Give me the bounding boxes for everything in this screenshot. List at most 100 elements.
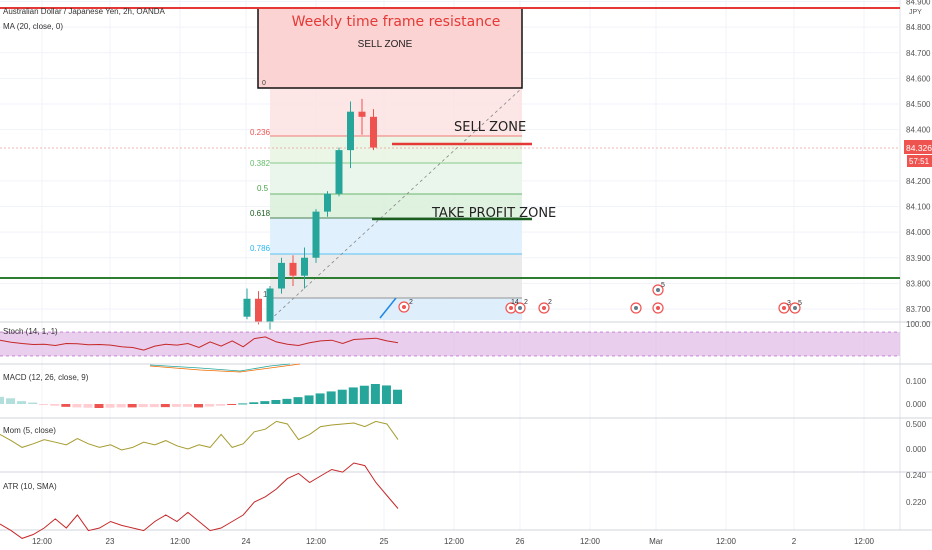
macd-bar xyxy=(171,404,181,407)
price-tick: 84.000 xyxy=(906,228,931,237)
mom-legend[interactable]: Mom (5, close) xyxy=(3,426,56,435)
time-label: 12:00 xyxy=(32,537,53,546)
macd-bar xyxy=(0,396,4,404)
macd-signal-line xyxy=(149,363,301,373)
candle[interactable] xyxy=(243,298,251,317)
macd-bar xyxy=(17,401,27,404)
symbol-title[interactable]: Australian Dollar / Japanese Yen, 2h, OA… xyxy=(3,7,166,16)
macd-bar xyxy=(260,401,270,404)
price-tick: 83.900 xyxy=(906,254,931,263)
fib-label-0786: 0.786 xyxy=(250,244,271,253)
time-label: 26 xyxy=(516,537,525,546)
candle[interactable] xyxy=(278,262,285,289)
macd-bar xyxy=(94,404,104,408)
candle[interactable] xyxy=(347,111,354,151)
weekly-resistance-title: Weekly time frame resistance xyxy=(292,14,501,30)
time-label: 23 xyxy=(106,537,115,546)
price-tick: 84.100 xyxy=(906,203,931,212)
macd-bar xyxy=(39,404,49,405)
macd-histogram xyxy=(0,384,402,408)
fib-label-1: 1 xyxy=(263,290,268,299)
macd-bar xyxy=(348,387,358,404)
badge-count-6: 3 xyxy=(787,300,791,307)
take-profit-label: TAKE PROFIT ZONE xyxy=(431,206,556,221)
macd-bar xyxy=(293,397,303,404)
macd-bar xyxy=(216,404,226,406)
macd-bar xyxy=(138,404,148,408)
candle[interactable] xyxy=(312,211,320,258)
price-scale[interactable] xyxy=(900,0,932,550)
atr-tick-0220: 0.220 xyxy=(906,498,927,507)
atr-legend[interactable]: ATR (10, SMA) xyxy=(3,482,57,491)
price-tick: 84.900 xyxy=(906,0,931,7)
time-label: 12:00 xyxy=(580,537,601,546)
macd-bar xyxy=(238,403,248,405)
price-tick: 84.600 xyxy=(906,74,931,83)
countdown-value: 57:51 xyxy=(909,157,930,166)
momentum-line xyxy=(0,420,399,451)
price-tick: 84.700 xyxy=(906,49,931,58)
mom-tick-0000: 0.000 xyxy=(906,445,927,454)
currency-label: JPY xyxy=(909,9,922,16)
price-tick: 84.500 xyxy=(906,100,931,109)
current-price-value: 84.326 xyxy=(906,143,932,153)
candles[interactable] xyxy=(243,98,378,330)
time-label: 12:00 xyxy=(444,537,465,546)
macd-bar xyxy=(61,404,71,407)
weekly-resistance-box[interactable] xyxy=(257,7,523,89)
macd-bar xyxy=(381,385,391,404)
time-label: Mar xyxy=(649,537,663,546)
stoch-tick-100: 100.00 xyxy=(906,320,931,329)
badge-count-7: 5 xyxy=(798,300,802,307)
time-label: 12:00 xyxy=(716,537,737,546)
current-price-tag xyxy=(904,140,932,154)
badge-count-3: 2 xyxy=(524,299,528,306)
fib-label-0382: 0.382 xyxy=(250,159,271,168)
weekly-sell-zone-label: SELL ZONE xyxy=(358,39,413,50)
macd-bar xyxy=(315,393,325,404)
macd-tick-0100: 0.100 xyxy=(906,377,927,386)
macd-bar xyxy=(50,404,60,406)
macd-bar xyxy=(326,391,336,404)
macd-tick-0000: 0.000 xyxy=(906,400,927,409)
candle[interactable] xyxy=(266,288,274,322)
mom-tick-0500: 0.500 xyxy=(906,420,927,429)
candle[interactable] xyxy=(289,262,297,276)
macd-bar xyxy=(6,398,16,404)
macd-bar xyxy=(205,404,215,407)
macd-line xyxy=(149,363,291,372)
fib-label-0236: 0.236 xyxy=(250,128,271,137)
candle[interactable] xyxy=(324,193,331,212)
stoch-band xyxy=(0,332,900,356)
macd-legend[interactable]: MACD (12, 26, close, 9) xyxy=(3,373,89,382)
time-label: 2 xyxy=(792,537,797,546)
macd-bar xyxy=(304,395,314,404)
candle[interactable] xyxy=(301,257,308,276)
macd-bar xyxy=(127,404,137,408)
time-label: 24 xyxy=(242,537,251,546)
macd-bar xyxy=(194,404,203,408)
candle[interactable] xyxy=(255,298,262,322)
stoch-legend[interactable]: Stoch (14, 1, 1) xyxy=(3,327,58,336)
event-badges[interactable]: 2 14 2 2 5 3 5 xyxy=(398,282,802,314)
time-label: 12:00 xyxy=(854,537,875,546)
macd-bar xyxy=(105,404,115,408)
time-label: 12:00 xyxy=(170,537,191,546)
time-axis[interactable]: 12:00 23 12:00 24 12:00 25 12:00 26 12:00 Mar 12:0… xyxy=(32,537,875,546)
candle[interactable] xyxy=(370,116,377,148)
ma-legend[interactable]: MA (20, close, 0) xyxy=(3,22,63,31)
countdown-tag xyxy=(907,155,932,167)
macd-bar xyxy=(182,404,192,407)
price-tick: 83.800 xyxy=(906,279,931,288)
badge-count-5: 5 xyxy=(661,282,665,289)
macd-bar xyxy=(83,404,93,408)
candle[interactable] xyxy=(358,111,366,117)
price-tick: 83.700 xyxy=(906,305,931,314)
fib-retracement[interactable] xyxy=(269,87,523,321)
candle[interactable] xyxy=(335,150,343,194)
macd-bar xyxy=(160,404,170,408)
price-tick: 84.400 xyxy=(906,126,931,135)
macd-bar xyxy=(337,389,347,404)
macd-bar xyxy=(271,400,281,404)
